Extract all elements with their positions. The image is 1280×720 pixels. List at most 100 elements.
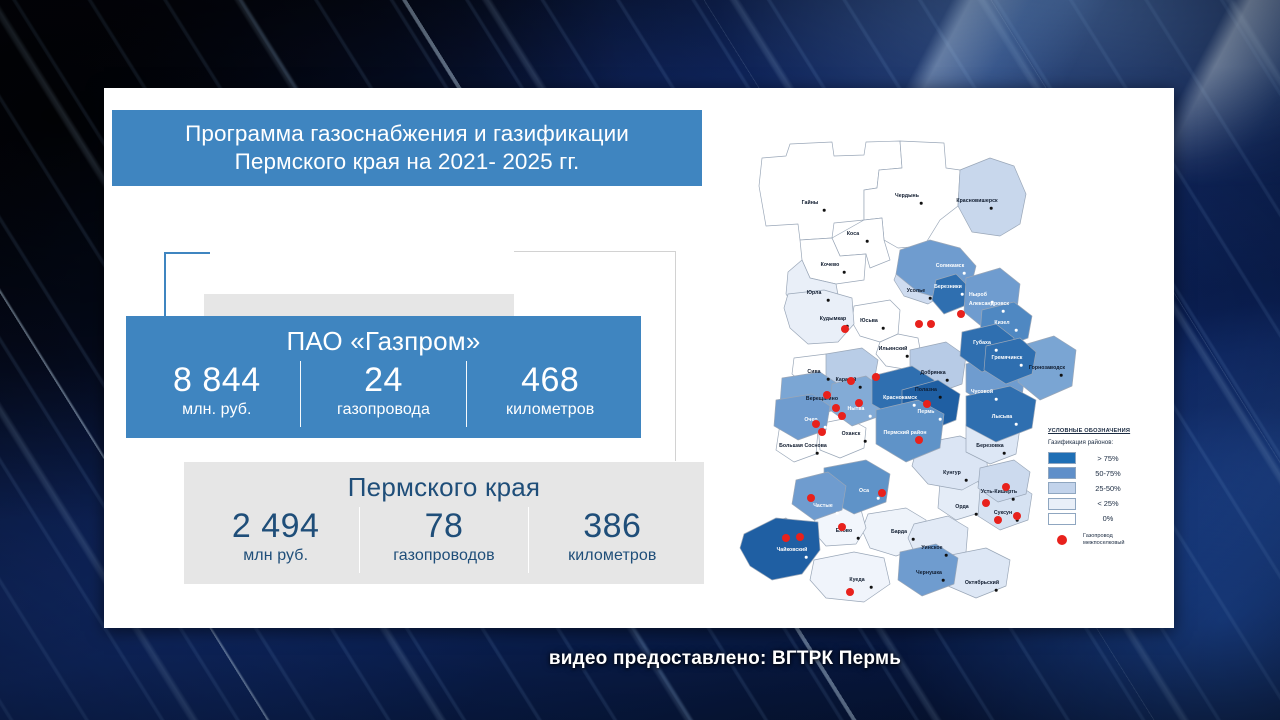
stat-gazprom-pipelines: 24 газопровода: [301, 361, 467, 427]
pipeline-dot: [927, 320, 935, 328]
map-settlement-dot: [911, 537, 915, 541]
legend-subtitle: Газификация районов:: [1048, 439, 1114, 446]
map-district-label: Частые: [813, 503, 833, 509]
connector-left-horizontal: [164, 252, 210, 254]
map-district-label: Добрянка: [920, 370, 946, 376]
region-kueda: [809, 551, 891, 603]
stat-divider: [359, 507, 361, 573]
infographic-title-banner: Программа газоснабжения и газификации Пе…: [112, 110, 702, 186]
legend-label: > 75%: [1097, 453, 1119, 463]
map-settlement-dot: [945, 378, 949, 382]
region-chernushka: [897, 543, 959, 597]
map-district-label: Уинское: [921, 545, 943, 551]
legend-swatch: [1048, 497, 1076, 510]
pipeline-dot: [994, 516, 1002, 524]
pipeline-dot: [782, 534, 790, 542]
map-settlement-dot: [1001, 309, 1005, 313]
stat-unit: газопроводов: [393, 547, 495, 564]
map-district-label: Горнозаводск: [1028, 365, 1066, 371]
stats-block-perm-krai: Пермского края 2 494 млн руб. 78 газопро…: [184, 462, 704, 584]
stat-gazprom-funding: 8 844 млн. руб.: [134, 361, 300, 427]
legend-label: 50-75%: [1095, 468, 1121, 478]
pipeline-dot: [838, 412, 846, 420]
stat-number: 78: [424, 507, 464, 545]
legend-row: > 75%: [1048, 452, 1166, 464]
stat-unit: километров: [506, 401, 595, 418]
block-title-gazprom: ПАО «Газпром»: [286, 326, 481, 356]
legend-row: 25-50%: [1048, 482, 1166, 495]
map-district-label: Чернушка: [916, 570, 942, 576]
pipeline-dot: [807, 494, 815, 502]
map-district-label: Барда: [890, 529, 908, 535]
map-district-label: Ильинский: [878, 346, 908, 352]
pipeline-dot: [855, 399, 863, 407]
map-settlement-dot: [912, 403, 916, 407]
map-settlement-dot: [1014, 328, 1018, 332]
stat-number: 2 494: [231, 507, 320, 545]
map-district-label: Суксун: [993, 510, 1013, 516]
map-settlement-dot: [938, 395, 942, 399]
region-krasnovishersk: [957, 157, 1027, 237]
connector-right-horizontal: [514, 251, 676, 252]
pipeline-dot: [1002, 483, 1010, 491]
pipeline-dot: [818, 428, 826, 436]
region-permsky-rayon: [875, 399, 945, 463]
pipeline-dot: [915, 436, 923, 444]
map-settlement-dot: [1059, 373, 1063, 377]
map-district-label: Оса: [858, 488, 870, 494]
map-district-label: Усолье: [906, 288, 926, 294]
map-settlement-dot: [990, 300, 994, 304]
stat-number: 386: [583, 507, 642, 545]
map-settlement-dot: [1002, 451, 1006, 455]
map-district-label: Октябрьский: [964, 580, 1000, 586]
map-settlement-dot: [823, 425, 827, 429]
infographic-card: Программа газоснабжения и газификации Пе…: [104, 88, 1174, 628]
map-district-label: Кочево: [820, 262, 840, 268]
stat-unit: млн. руб.: [182, 401, 252, 418]
map-settlement-dot: [815, 451, 819, 455]
legend-swatch: [1048, 452, 1076, 464]
map-settlement-dot: [941, 578, 945, 582]
stat-divider: [527, 507, 529, 573]
map-district-label: Чайковский: [776, 547, 808, 553]
pipeline-dot: [841, 325, 849, 333]
pipeline-dot: [982, 499, 990, 507]
stat-unit: газопровода: [337, 401, 430, 418]
pipeline-dot: [832, 404, 840, 412]
legend-pipeline-line-2: межпоселковый: [1083, 540, 1125, 547]
caption-text: видео предоставлено: ВГТРК Пермь: [548, 648, 902, 669]
pipeline-dot: [812, 420, 820, 428]
map-settlement-dot: [944, 553, 948, 557]
legend-row: 0%: [1048, 512, 1166, 525]
map-settlement-dot: [962, 271, 966, 275]
stat-divider: [299, 361, 301, 427]
stats-row-gazprom: 8 844 млн. руб. 24 газопровода 468 килом…: [134, 361, 633, 427]
map-settlement-dot: [928, 296, 932, 300]
map-district-label: Кизел: [994, 320, 1010, 326]
map-district-label: Оханск: [841, 431, 861, 437]
map-district-label: Елово: [835, 528, 853, 534]
map-district-label: Карагай: [835, 377, 857, 383]
legend-label: 0%: [1102, 514, 1114, 524]
legend-title: УСЛОВНЫЕ ОБОЗНАЧЕНИЯ: [1048, 428, 1131, 434]
legend-pipeline-line-1: Газопровод: [1083, 532, 1113, 539]
map-settlement-dot: [989, 206, 993, 210]
pipeline-dot: [846, 588, 854, 596]
map-district-label: Ныроб: [969, 292, 987, 298]
pipeline-dot: [796, 533, 804, 541]
map-district-label: Краснокамск: [883, 395, 917, 401]
map-district-label: Кудымкар: [819, 316, 847, 322]
map-settlement-dot: [868, 414, 872, 418]
map-settlement-dot: [863, 439, 867, 443]
map-settlement-dot: [905, 354, 909, 358]
map-settlement-dot: [826, 377, 830, 381]
stat-perm-funding: 2 494 млн руб.: [192, 507, 359, 573]
title-line-2: Пермского края на 2021- 2025 гг.: [234, 149, 580, 174]
stats-row-perm-krai: 2 494 млн руб. 78 газопроводов 386 килом…: [192, 507, 696, 573]
map-settlement-dot: [822, 208, 826, 212]
map-settlement-dot: [960, 292, 964, 296]
block-title-perm-krai: Пермского края: [347, 472, 541, 502]
stat-gazprom-length: 468 километров: [467, 361, 633, 427]
map-district-label: Соликамск: [935, 263, 965, 269]
connector-right-vertical: [675, 251, 676, 461]
